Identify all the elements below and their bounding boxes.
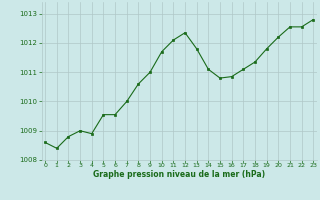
X-axis label: Graphe pression niveau de la mer (hPa): Graphe pression niveau de la mer (hPa) [93,170,265,179]
